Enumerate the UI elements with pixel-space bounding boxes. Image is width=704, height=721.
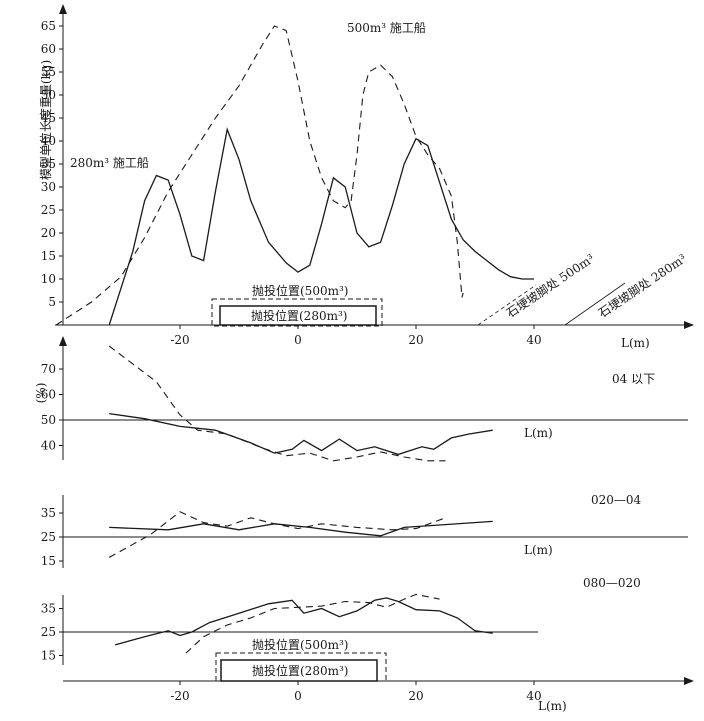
top-y-tick-label: 20 [41,226,56,240]
top-y-tick-label: 40 [41,134,56,148]
drop-zone-280-label: 抛投位置(280m³) [251,308,347,323]
top-dashed-series-line [55,25,464,326]
p4-y-tick-label: 25 [41,625,56,639]
p3-solid-series-line [109,520,493,537]
p4-drop-zone-280-box [220,659,378,682]
top-x-tick-label: 40 [526,333,541,347]
p4-x-tick-label: 20 [408,689,423,703]
drop-zone-500-box [211,298,383,327]
panel-020-04: 020—04 L(m) 15 25 35 [41,493,688,568]
top-x-tick-label: -20 [170,333,189,347]
top-x-tick-label: 0 [294,333,302,347]
toe-line-280 [564,282,626,326]
top-x-axis-arrow [684,321,694,329]
p2-y-tick-label: 40 [41,439,56,453]
toe-line-500 [477,284,537,326]
p2-y-tick-label: 60 [41,388,56,402]
p2-y-axis-label: (%) [34,383,48,404]
p4-x-axis-arrow [684,677,694,685]
p4-panel-title: 080—020 [583,576,641,590]
top-y-tick-label: 15 [41,249,56,263]
top-panel: 5 10 15 20 25 30 35 40 45 50 55 60 65 -20 0 20 40 模型单位长… [38,4,694,350]
drop-zone-280-box [219,305,377,326]
p2-panel-title: 04 以下 [612,372,655,386]
top-y-tick-label: 25 [41,203,56,217]
annotation-280-ship: 280m³ 施工船 [70,156,149,170]
p3-panel-title: 020—04 [591,493,642,507]
p2-x-label: L(m) [524,426,553,440]
top-y-tick-label: 55 [41,65,56,79]
panel-04: (%) 04 以下 L(m) 40 50 60 70 [34,336,688,462]
top-y-tick-label: 65 [41,19,56,33]
p3-dashed-series-line [108,511,446,558]
top-y-axis-arrow [59,4,67,14]
p4-drop-zone-500-label: 抛投位置(500m³) [252,637,348,652]
p3-y-tick-label: 15 [41,554,56,568]
p4-dashed-series-line [185,593,440,654]
toe-label-280: 石埂坡脚处 280m³ [595,250,689,320]
top-solid-series-line [108,127,534,326]
drop-zone-500-label: 抛投位置(500m³) [252,283,348,298]
p2-dashed-series-line [108,345,446,462]
p3-y-tick-label: 35 [41,506,56,520]
top-x-axis-label: L(m) [621,336,650,350]
top-y-tick-label: 30 [41,180,56,194]
p3-x-label: L(m) [524,543,553,557]
p4-x-tick-label: 0 [294,689,302,703]
top-y-tick-label: 45 [41,111,56,125]
top-y-tick-label: 5 [48,295,56,309]
p2-y-axis-arrow [59,336,67,346]
p2-y-tick-label: 50 [41,413,56,427]
p4-x-tick-label: -20 [170,689,189,703]
p4-solid-series-line [114,597,493,646]
panel-080-020: 080—020 L(m) 15 25 35 -20 0 20 40 抛投位置(500m³)… [41,576,694,713]
toe-label-500: 石埂坡脚处 500m³ [503,250,597,320]
top-y-axis-label: 模型单位长度重量(kg) [38,60,53,180]
p4-y-tick-label: 35 [41,602,56,616]
annotation-500-ship: 500m³ 施工船 [347,21,426,35]
p3-y-tick-label: 25 [41,530,56,544]
top-y-tick-label: 60 [41,42,56,56]
top-y-tick-label: 35 [41,157,56,171]
p2-y-tick-label: 70 [41,362,56,376]
top-x-tick-label: 20 [408,333,423,347]
top-y-tick-label: 50 [41,88,56,102]
p4-drop-zone-280-label: 抛投位置(280m³) [252,663,348,678]
p4-x-tick-label: 40 [526,689,541,703]
top-y-tick-label: 10 [41,272,56,286]
p4-y-tick-label: 15 [41,649,56,663]
p2-solid-series-line [109,412,493,456]
p4-x-label: L(m) [538,699,567,713]
